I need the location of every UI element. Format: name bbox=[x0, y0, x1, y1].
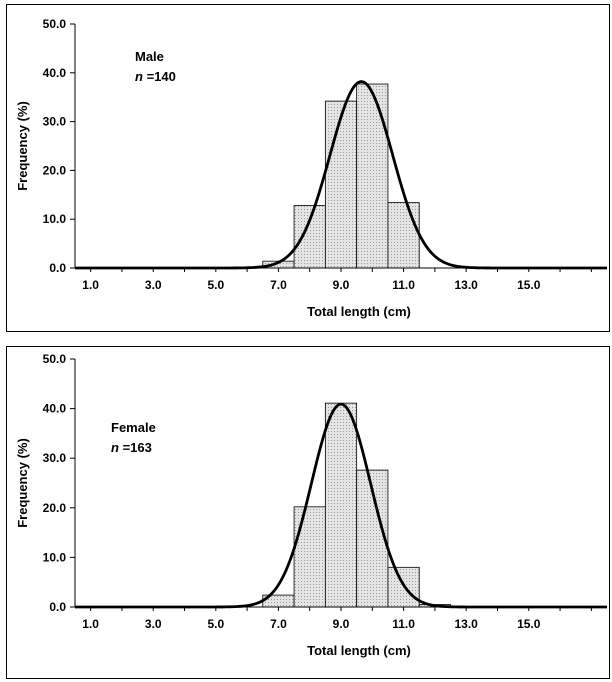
y-tick-label: 10.0 bbox=[43, 212, 67, 226]
histogram-bar-8 bbox=[293, 205, 326, 269]
y-axis-title: Frequency (%) bbox=[15, 101, 30, 191]
x-axis-title: Total length (cm) bbox=[307, 304, 411, 319]
x-tick-label: 3.0 bbox=[145, 617, 162, 631]
x-tick-label: 7.0 bbox=[270, 278, 287, 292]
y-tick-label: 20.0 bbox=[43, 163, 67, 177]
x-tick-label: 7.0 bbox=[270, 617, 287, 631]
y-tick-label: 20.0 bbox=[43, 501, 67, 515]
x-tick-label: 9.0 bbox=[333, 278, 350, 292]
x-tick-label: 13.0 bbox=[454, 617, 478, 631]
x-tick-label: 11.0 bbox=[392, 617, 415, 631]
sample-size-label: n =163 bbox=[111, 440, 152, 455]
y-tick-label: 0.0 bbox=[49, 261, 66, 275]
normal-fit-curve bbox=[75, 402, 607, 609]
sex-label: Female bbox=[111, 420, 156, 435]
y-tick-label: 0.0 bbox=[49, 600, 66, 614]
y-tick-label: 30.0 bbox=[43, 451, 67, 465]
histogram-bar-10 bbox=[356, 83, 389, 269]
histogram-bar-9 bbox=[324, 402, 358, 608]
y-tick-label: 10.0 bbox=[43, 550, 67, 564]
y-tick-label: 30.0 bbox=[43, 115, 67, 129]
y-tick-label: 50.0 bbox=[43, 352, 67, 366]
sample-size-label: n =140 bbox=[135, 69, 176, 84]
x-tick-label: 9.0 bbox=[333, 617, 350, 631]
y-tick-label: 40.0 bbox=[43, 402, 67, 416]
x-tick-label: 11.0 bbox=[392, 278, 415, 292]
x-tick-label: 3.0 bbox=[145, 278, 162, 292]
y-tick-label: 40.0 bbox=[43, 66, 67, 80]
x-axis-title: Total length (cm) bbox=[307, 643, 411, 658]
female-chart-panel: 0.0 10.0 20.0 30.0 40.0 50.0 1.0 3.0 5.0 7.0 9.0 11… bbox=[6, 346, 610, 679]
normal-fit-curve bbox=[75, 80, 607, 270]
histogram-bar-8 bbox=[293, 506, 326, 608]
x-tick-label: 13.0 bbox=[454, 278, 478, 292]
male-histogram-chart: 0.0 10.0 20.0 30.0 40.0 50.0 1.0 3.0 5.0 7.0 9.0 11… bbox=[15, 17, 607, 319]
female-histogram-chart: 0.0 10.0 20.0 30.0 40.0 50.0 1.0 3.0 5.0 7.0 9.0 11… bbox=[15, 352, 607, 658]
male-chart-panel: 0.0 10.0 20.0 30.0 40.0 50.0 1.0 3.0 5.0 7.0 9.0 11… bbox=[6, 4, 610, 332]
sex-label: Male bbox=[135, 49, 164, 64]
x-tick-label: 5.0 bbox=[207, 278, 224, 292]
y-axis-title: Frequency (%) bbox=[15, 438, 30, 528]
x-tick-label: 5.0 bbox=[207, 617, 224, 631]
x-tick-label: 1.0 bbox=[82, 617, 99, 631]
y-tick-label: 50.0 bbox=[43, 17, 67, 31]
x-tick-label: 15.0 bbox=[517, 278, 541, 292]
x-tick-label: 1.0 bbox=[82, 278, 99, 292]
histogram-bar-11 bbox=[387, 202, 420, 269]
histogram-bar-9 bbox=[324, 100, 358, 269]
x-tick-label: 15.0 bbox=[517, 617, 541, 631]
